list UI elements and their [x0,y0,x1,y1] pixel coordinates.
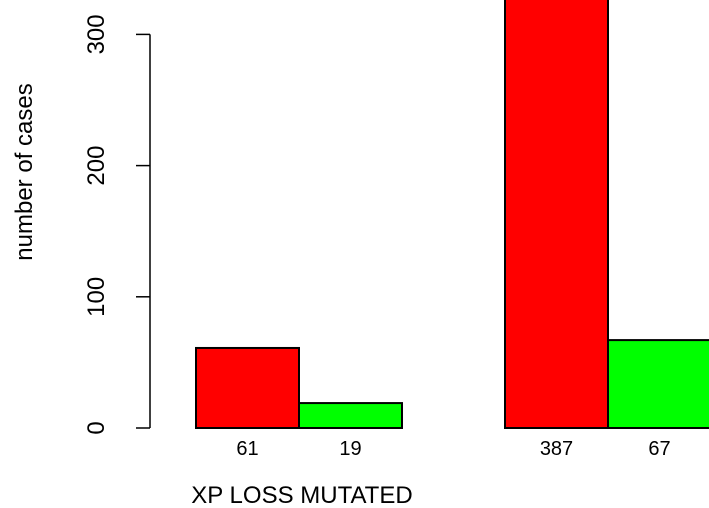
y-tick-label: 100 [83,277,110,317]
y-tick-label: 300 [83,14,110,54]
bar-labels: 61 19 387 67 [236,438,670,460]
bar [504,0,609,429]
y-tick-label: 200 [83,146,110,186]
x-axis-title: XP LOSS MUTATED [191,482,412,508]
y-tick-label: 0 [83,421,110,434]
bar-value-label: 387 [540,438,573,460]
bar [298,402,403,429]
y-axis-title: number of cases [11,83,38,260]
bar [195,346,300,429]
bar-value-label: 19 [339,438,361,460]
bar [607,339,709,430]
bars [195,0,709,430]
y-axis: 0 100 200 300 [83,14,151,435]
bar-value-label: 61 [236,438,258,460]
bar-value-label: 67 [648,438,670,460]
